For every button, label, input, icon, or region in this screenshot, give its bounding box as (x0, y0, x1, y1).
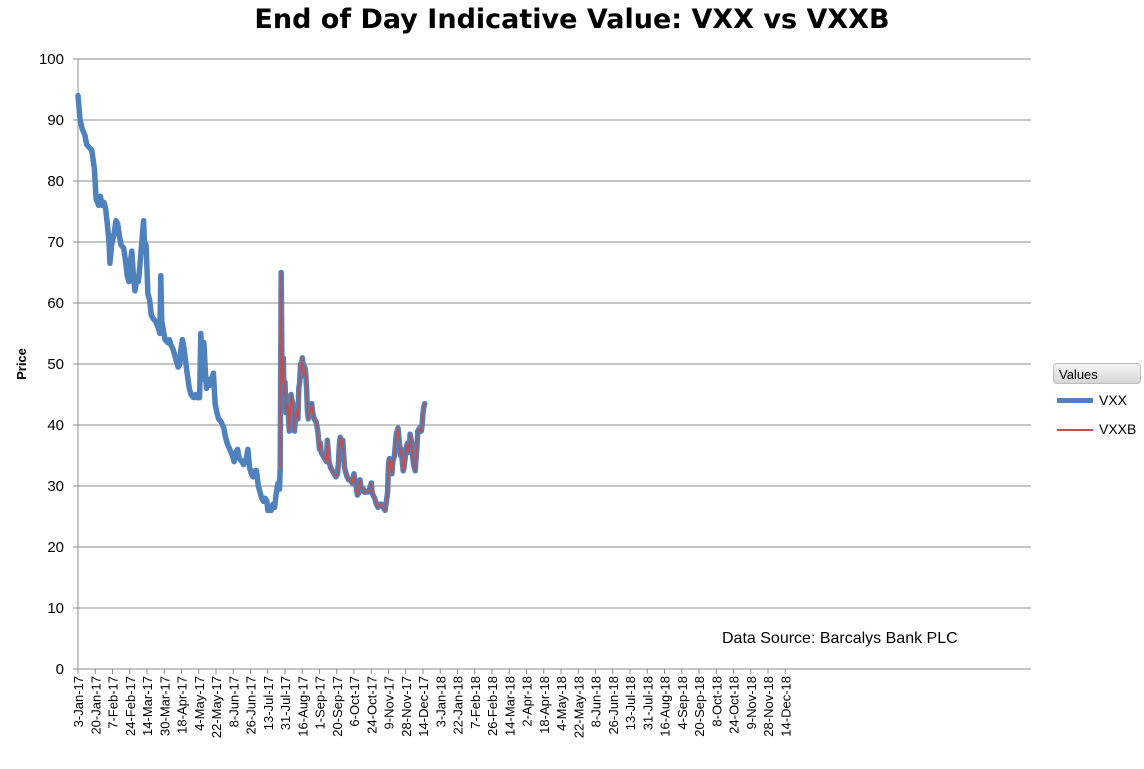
x-tick-label: 4-Sep-18 (675, 676, 690, 729)
x-tick-label: 20-Jan-17 (88, 676, 103, 735)
x-tick-labels: 3-Jan-17 20-Jan-17 7-Feb-17 24-Feb-17 14-Mar… (71, 676, 793, 738)
chart-title: End of Day Indicative Value: VXX vs VXXB (254, 4, 890, 35)
y-tick-label: 10 (47, 600, 64, 617)
legend-title: Values (1053, 363, 1141, 384)
legend-swatch-vxxb (1057, 429, 1093, 431)
y-tick-label: 70 (47, 234, 64, 251)
x-tick-label: 24-Oct-18 (727, 676, 742, 734)
y-tick-label: 50 (47, 356, 64, 373)
x-tick-label: 8-Oct-18 (709, 676, 724, 727)
x-tick-label: 1-Sep-17 (313, 676, 328, 729)
y-tick-label: 80 (47, 173, 64, 190)
y-tick-label: 60 (47, 295, 64, 312)
x-tick-label: 14-Mar-18 (502, 676, 517, 736)
y-tick-label: 40 (47, 417, 64, 434)
x-tick-label: 31-Jul-17 (278, 676, 293, 730)
x-tick-label: 18-Apr-18 (537, 676, 552, 734)
x-tick-label: 26-Jun-18 (606, 676, 621, 735)
x-tick-label: 20-Sep-17 (330, 676, 345, 737)
y-tick-label: 100 (39, 51, 64, 68)
data-source-note: Data Source: Barcalys Bank PLC (722, 630, 958, 647)
y-tick-label: 20 (47, 539, 64, 556)
x-tick-label: 16-Aug-17 (295, 676, 310, 737)
x-tick-label: 4-May-17 (192, 676, 207, 731)
x-tick-label: 22-May-17 (209, 676, 224, 738)
x-tick-label: 20-Sep-18 (692, 676, 707, 737)
x-tick-label: 28-Nov-18 (761, 676, 776, 737)
legend-label-vxx: VXX (1099, 392, 1128, 408)
x-tick-label: 14-Dec-18 (778, 676, 793, 737)
gridlines (78, 58, 1031, 609)
x-tick-label: 14-Mar-17 (140, 676, 155, 736)
x-tick-label: 7-Feb-17 (106, 676, 121, 729)
x-tick-label: 13-Jul-17 (261, 676, 276, 730)
x-tick-label: 13-Jul-18 (623, 676, 638, 730)
y-tick-labels: 0 10 20 30 40 50 60 70 80 90 100 (39, 51, 64, 678)
x-tick-label: 24-Feb-17 (123, 676, 138, 736)
y-tick-label: 90 (47, 112, 64, 129)
series-line-vxxb (279, 271, 426, 512)
x-tick-label: 28-Nov-17 (399, 676, 414, 737)
x-tick-label: 3-Jan-17 (71, 676, 86, 727)
x-tick-label: 16-Aug-18 (658, 676, 673, 737)
x-tick-label: 6-Oct-17 (347, 676, 362, 727)
x-tick-label: 31-Jul-18 (640, 676, 655, 730)
x-tick-label: 22-May-18 (571, 676, 586, 738)
x-tick-label: 8-Jun-18 (589, 676, 604, 727)
x-tick-label: 2-Apr-18 (520, 676, 535, 727)
y-tick-label: 0 (56, 661, 64, 678)
x-tick-label: 9-Nov-18 (744, 676, 759, 729)
y-axis-label: Price (14, 348, 29, 380)
x-tick-label: 8-Jun-17 (226, 676, 241, 727)
x-tick-label: 9-Nov-17 (382, 676, 397, 729)
x-tick-label: 3-Jan-18 (433, 676, 448, 727)
x-tick-label: 7-Feb-18 (468, 676, 483, 729)
x-tick-label: 4-May-18 (554, 676, 569, 731)
x-tick-label: 14-Dec-17 (416, 676, 431, 737)
x-tick-label: 22-Jan-18 (451, 676, 466, 735)
x-tick-label: 30-Mar-17 (157, 676, 172, 736)
x-tick-label: 26-Jun-17 (244, 676, 259, 735)
x-tick-label: 24-Oct-17 (364, 676, 379, 734)
x-tick-label: 26-Feb-18 (485, 676, 500, 736)
axes (73, 58, 1031, 674)
x-tick-label: 18-Apr-17 (175, 676, 190, 734)
legend-label-vxxb: VXXB (1099, 421, 1137, 437)
series-lines (75, 92, 428, 514)
legend-swatch-vxx (1057, 398, 1093, 403)
y-tick-label: 30 (47, 478, 64, 495)
